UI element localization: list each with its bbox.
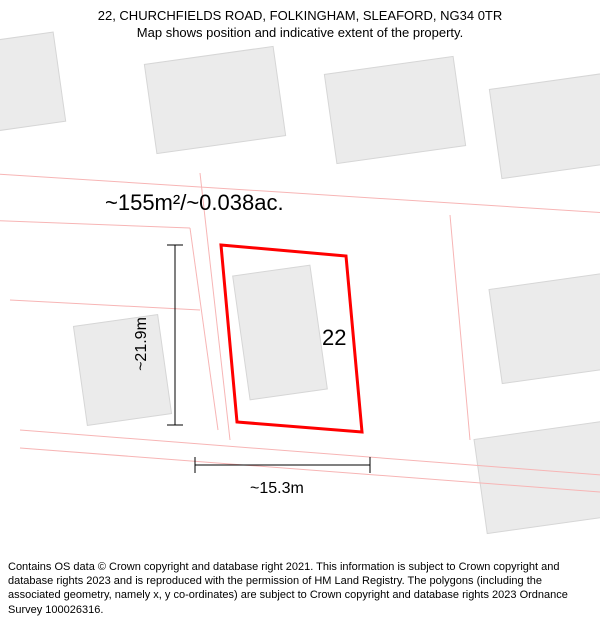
horizontal-dimension-label: ~15.3m: [250, 480, 304, 498]
header: 22, CHURCHFIELDS ROAD, FOLKINGHAM, SLEAF…: [0, 8, 600, 42]
map-svg: [0, 0, 600, 625]
area-label: ~155m²/~0.038ac.: [105, 190, 284, 216]
map-subtitle: Map shows position and indicative extent…: [0, 25, 600, 42]
copyright-footer: Contains OS data © Crown copyright and d…: [8, 560, 592, 617]
plot-number: 22: [322, 325, 346, 351]
vertical-dimension-label: ~21.9m: [133, 317, 151, 371]
map-container: 22, CHURCHFIELDS ROAD, FOLKINGHAM, SLEAF…: [0, 0, 600, 625]
address-title: 22, CHURCHFIELDS ROAD, FOLKINGHAM, SLEAF…: [0, 8, 600, 25]
